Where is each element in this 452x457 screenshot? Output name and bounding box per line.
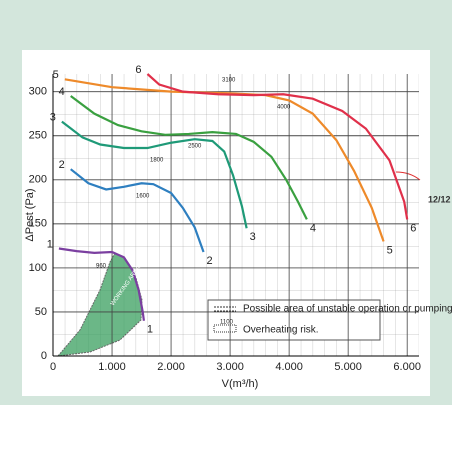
series-label: 2 bbox=[59, 159, 65, 171]
legend-box bbox=[207, 299, 381, 341]
series-label: 1 bbox=[147, 324, 153, 336]
series-label: 4 bbox=[59, 86, 65, 98]
y-tick-label: 50 bbox=[35, 306, 47, 318]
x-tick-label: 0 bbox=[50, 361, 56, 373]
legend-icon bbox=[214, 306, 236, 312]
x-tick-label: 6.000 bbox=[393, 361, 421, 373]
legend-icon bbox=[213, 324, 237, 333]
x-tick-label: 5.000 bbox=[334, 361, 362, 373]
annotation: 1100 bbox=[220, 320, 234, 326]
series-label: 3 bbox=[50, 111, 56, 123]
annotation: 2500 bbox=[188, 144, 202, 150]
curve bbox=[70, 168, 205, 253]
series-label: 5 bbox=[53, 69, 59, 81]
curve bbox=[70, 95, 308, 220]
series-label: 6 bbox=[410, 222, 416, 234]
y-tick-label: 150 bbox=[29, 218, 47, 230]
y-tick-label: 200 bbox=[29, 174, 47, 186]
series-label: 3 bbox=[250, 231, 256, 243]
y-tick-label: 250 bbox=[29, 130, 47, 142]
y-tick-label: 0 bbox=[41, 350, 47, 362]
annotation: 12/12 bbox=[428, 194, 451, 204]
x-tick-label: 3.000 bbox=[216, 361, 244, 373]
annotation: 960 bbox=[96, 264, 107, 270]
x-tick-label: 1.000 bbox=[98, 361, 126, 373]
legend: Possible area of unstable operation or p… bbox=[207, 299, 452, 341]
legend-text: Overheating risk. bbox=[243, 325, 319, 336]
annotation: 3100 bbox=[222, 78, 236, 84]
curve bbox=[64, 78, 385, 242]
y-tick-label: 300 bbox=[29, 86, 47, 98]
series-label: 1 bbox=[47, 238, 53, 250]
series-label: 4 bbox=[310, 222, 316, 234]
series-label: 5 bbox=[387, 244, 393, 256]
x-axis-label: V(m³/h) bbox=[222, 378, 259, 390]
annotation: 4000 bbox=[277, 105, 291, 111]
x-tick-label: 2.000 bbox=[157, 361, 185, 373]
y-axis-label: ΔPest (Pa) bbox=[24, 188, 36, 241]
curve bbox=[58, 247, 145, 321]
curve bbox=[61, 120, 248, 229]
x-tick-label: 4.000 bbox=[275, 361, 303, 373]
annotation: 1600 bbox=[136, 194, 150, 200]
y-tick-label: 100 bbox=[29, 262, 47, 274]
series-label: 6 bbox=[135, 64, 141, 76]
series-label: 2 bbox=[207, 255, 213, 267]
legend-text: Possible area of unstable operation or p… bbox=[243, 304, 452, 315]
annotation: 1800 bbox=[150, 158, 164, 164]
curve bbox=[146, 73, 409, 220]
arrow bbox=[395, 171, 421, 181]
